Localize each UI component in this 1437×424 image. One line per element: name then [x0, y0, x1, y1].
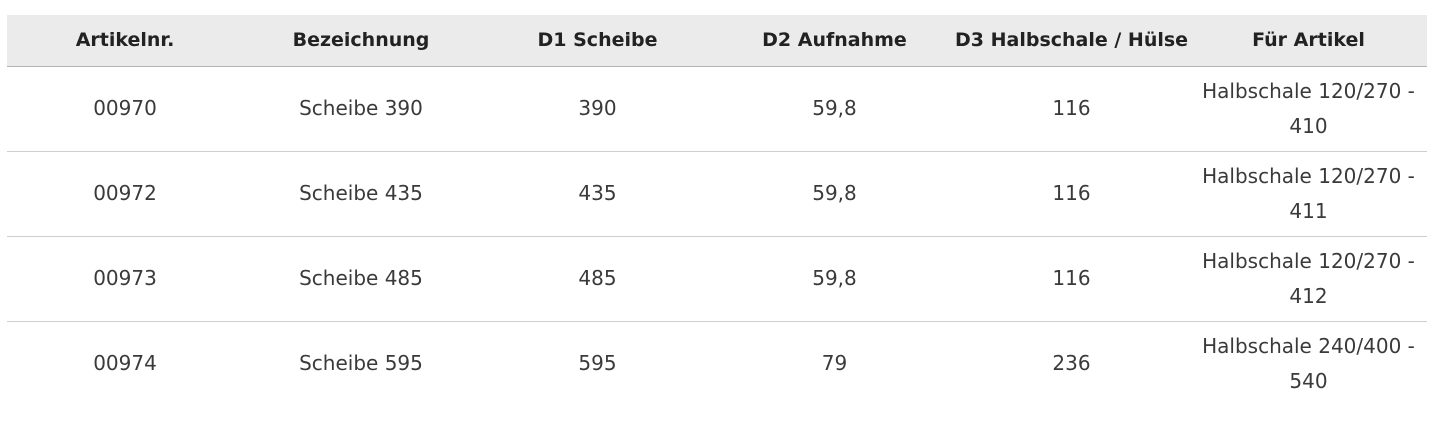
cell-d1-scheibe: 390	[479, 66, 716, 152]
column-header-d3-halbschale: D3 Halbschale / Hülse	[953, 15, 1190, 67]
cell-bezeichnung: Scheibe 485	[243, 236, 479, 322]
cell-d2-aufnahme: 79	[821, 351, 848, 376]
table-body: 00970 Scheibe 390 390 59,8 116 Halbschal…	[7, 66, 1427, 406]
table-header: Artikelnr. Bezeichnung D1 Scheibe D2 Auf…	[7, 15, 1427, 67]
table-row: 00973 Scheibe 485 485 59,8 116 Halbschal…	[7, 236, 1427, 322]
product-table: Artikelnr. Bezeichnung D1 Scheibe D2 Auf…	[7, 15, 1427, 406]
cell-d3-halbschale: 116	[953, 66, 1190, 152]
cell-d1-scheibe: 595	[578, 351, 617, 376]
column-header-fuer-artikel: Für Artikel	[1190, 15, 1427, 67]
cell-d3-halbschale: 116	[953, 236, 1190, 322]
table-row: 00974 Scheibe 595 595 79 236 Halbschale …	[7, 321, 1427, 406]
cell-fuer-artikel: Halbschale 120/270 - 410	[1190, 66, 1427, 152]
cell-d2-aufnahme: 59,8	[716, 151, 953, 237]
cell-fuer-artikel: Halbschale 240/400 - 540	[1202, 333, 1415, 393]
column-header-d1-scheibe: D1 Scheibe	[479, 15, 716, 67]
column-header-bezeichnung: Bezeichnung	[243, 15, 479, 67]
cell-bezeichnung: Scheibe 435	[243, 151, 479, 237]
cell-d1-scheibe: 435	[479, 151, 716, 237]
cell-bezeichnung: Scheibe 390	[243, 66, 479, 152]
header-row: Artikelnr. Bezeichnung D1 Scheibe D2 Auf…	[7, 15, 1427, 67]
cell-d2-aufnahme: 59,8	[716, 236, 953, 322]
cell-artikelnr: 00973	[7, 236, 243, 322]
cell-artikelnr: 00974	[93, 351, 157, 376]
column-header-artikelnr: Artikelnr.	[7, 15, 243, 67]
cell-fuer-artikel: Halbschale 120/270 - 411	[1190, 151, 1427, 237]
column-header-d2-aufnahme: D2 Aufnahme	[716, 15, 953, 67]
cell-bezeichnung: Scheibe 595	[299, 351, 423, 376]
table-row: 00970 Scheibe 390 390 59,8 116 Halbschal…	[7, 66, 1427, 152]
table-row: 00972 Scheibe 435 435 59,8 116 Halbschal…	[7, 151, 1427, 237]
cell-d1-scheibe: 485	[479, 236, 716, 322]
cell-fuer-artikel: Halbschale 120/270 - 412	[1190, 236, 1427, 322]
cell-d3-halbschale: 236	[1052, 351, 1091, 376]
cell-artikelnr: 00972	[7, 151, 243, 237]
cell-d2-aufnahme: 59,8	[716, 66, 953, 152]
cell-d3-halbschale: 116	[953, 151, 1190, 237]
product-table-container: Artikelnr. Bezeichnung D1 Scheibe D2 Auf…	[7, 15, 1427, 406]
cell-artikelnr: 00970	[7, 66, 243, 152]
